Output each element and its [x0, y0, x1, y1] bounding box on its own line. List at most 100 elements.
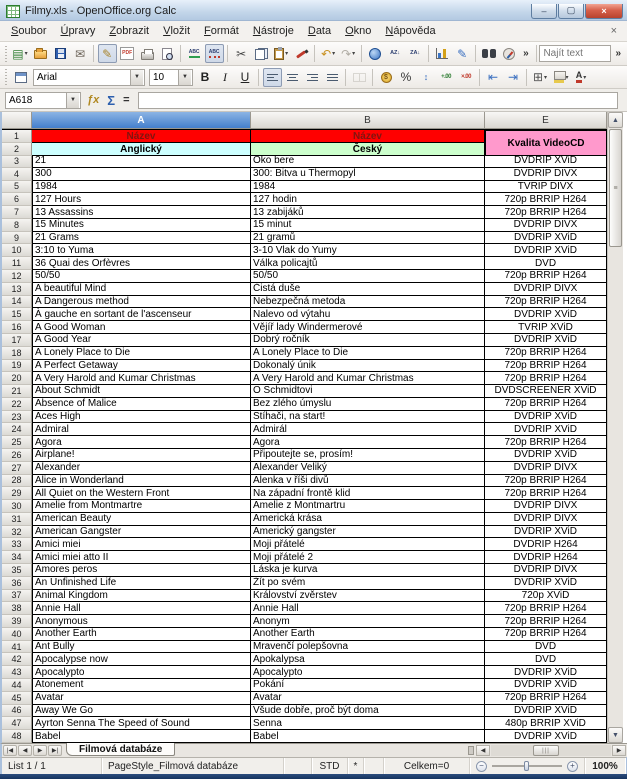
- cell-title-cz[interactable]: 127 hodin: [251, 193, 485, 207]
- horizontal-scrollbar-track[interactable]: |||: [491, 745, 611, 756]
- row-header[interactable]: 16: [2, 321, 32, 334]
- menu-item-vlozit[interactable]: Vložit: [163, 25, 191, 37]
- cell-title-cz[interactable]: Admirál: [251, 423, 485, 437]
- cell-title-en[interactable]: A Lonely Place to Die: [32, 346, 251, 360]
- cell-title-cz[interactable]: Království zvěrstev: [251, 589, 485, 603]
- cell-title-cz[interactable]: Nebezpečná metoda: [251, 295, 485, 309]
- cut-button[interactable]: ✂: [232, 44, 251, 63]
- chevron-down-icon[interactable]: ▾: [544, 74, 548, 81]
- menu-item-format[interactable]: Formát: [204, 25, 239, 37]
- cell-quality[interactable]: 720p BRRIP H264: [485, 295, 607, 309]
- cell-title-en[interactable]: Apocalypse now: [32, 653, 251, 667]
- cell-quality[interactable]: 720p BRRIP H264: [485, 691, 607, 705]
- menu-item-data[interactable]: Data: [307, 25, 332, 37]
- vertical-scrollbar[interactable]: ▲ ≡ ▼: [607, 112, 623, 743]
- column-header-a[interactable]: A: [32, 112, 251, 129]
- cell-title-en[interactable]: Alice in Wonderland: [32, 474, 251, 488]
- cell-title-en[interactable]: Anonymous: [32, 615, 251, 628]
- cell-quality[interactable]: DVDRIP XViD: [485, 704, 607, 718]
- row-header[interactable]: 22: [2, 397, 32, 411]
- sort-descending-button[interactable]: ZA↓: [406, 44, 425, 63]
- cell-quality[interactable]: 720p BRRIP H264: [485, 627, 607, 641]
- row-header[interactable]: 11: [2, 257, 32, 271]
- cell-title-en[interactable]: 21 Grams: [32, 231, 251, 245]
- header-cell-kvalita[interactable]: Kvalita VideoCD: [485, 130, 607, 156]
- zoom-percent[interactable]: 100%: [585, 758, 625, 774]
- copy-button[interactable]: [252, 44, 271, 63]
- row-header[interactable]: 41: [2, 640, 32, 654]
- row-header[interactable]: 14: [2, 295, 32, 309]
- cell-title-en[interactable]: Admiral: [32, 423, 251, 437]
- horizontal-splitter[interactable]: [468, 746, 474, 755]
- paste-button[interactable]: ▾: [272, 44, 291, 63]
- background-color-button[interactable]: ▾: [551, 68, 571, 87]
- cell-title-cz[interactable]: 300: Bitva u Thermopyl: [251, 167, 485, 181]
- cell-title-cz[interactable]: Americká krása: [251, 512, 485, 526]
- row-header[interactable]: 48: [2, 730, 32, 743]
- cell-quality[interactable]: DVDRIP DIVX: [485, 564, 607, 577]
- cell-title-en[interactable]: Airplane!: [32, 448, 251, 462]
- row-header[interactable]: 9: [2, 231, 32, 245]
- formula-input[interactable]: [137, 91, 618, 109]
- minimize-button[interactable]: –: [531, 3, 557, 19]
- cell-title-cz[interactable]: 13 zabijáků: [251, 206, 485, 219]
- align-right-button[interactable]: [303, 68, 322, 87]
- export-pdf-button[interactable]: PDF: [118, 44, 137, 63]
- email-button[interactable]: ✉: [71, 44, 90, 63]
- cell-quality[interactable]: DVDRIP XViD: [485, 525, 607, 539]
- cell-title-en[interactable]: Amelie from Montmartre: [32, 500, 251, 513]
- cell-quality[interactable]: 720p BRRIP H264: [485, 602, 607, 616]
- undo-button[interactable]: ↶ ▾: [319, 44, 338, 63]
- maximize-button[interactable]: ▢: [558, 3, 584, 19]
- cell-title-cz[interactable]: Senna: [251, 717, 485, 731]
- cell-title-en[interactable]: All Quiet on the Western Front: [32, 487, 251, 501]
- cell-title-cz[interactable]: Agora: [251, 436, 485, 449]
- cell-title-en[interactable]: An Unfinished Life: [32, 576, 251, 590]
- row-header[interactable]: 33: [2, 538, 32, 552]
- cell-quality[interactable]: DVDRIP XViD: [485, 244, 607, 258]
- vertical-scrollbar-track[interactable]: [608, 248, 623, 727]
- row-header[interactable]: 1: [2, 130, 32, 143]
- cell-quality[interactable]: DVDRIP DIVX: [485, 461, 607, 475]
- scroll-left-icon[interactable]: ◀: [476, 745, 490, 756]
- row-header[interactable]: 42: [2, 653, 32, 667]
- cell-quality[interactable]: DVDRIP XViD: [485, 333, 607, 347]
- hyperlink-button[interactable]: [366, 44, 385, 63]
- cell-quality[interactable]: DVDRIP DIVX: [485, 500, 607, 513]
- row-header[interactable]: 25: [2, 436, 32, 449]
- cell-title-cz[interactable]: 50/50: [251, 270, 485, 283]
- cell-quality[interactable]: DVDRIP XViD: [485, 423, 607, 437]
- cell-title-en[interactable]: Another Earth: [32, 627, 251, 641]
- chevron-down-icon[interactable]: ▾: [285, 51, 289, 57]
- row-header[interactable]: 12: [2, 270, 32, 283]
- header-cell-nazev-en[interactable]: Název: [32, 130, 251, 143]
- cell-title-cz[interactable]: Láska je kurva: [251, 564, 485, 577]
- chart-button[interactable]: [433, 44, 452, 63]
- redo-button[interactable]: ↷ ▾: [339, 44, 358, 63]
- cell-quality[interactable]: 720p BRRIP H264: [485, 397, 607, 411]
- cell-title-en[interactable]: Animal Kingdom: [32, 589, 251, 603]
- save-button[interactable]: [51, 44, 70, 63]
- cell-title-en[interactable]: A Good Woman: [32, 321, 251, 334]
- cell-title-en[interactable]: 15 Minutes: [32, 218, 251, 232]
- chevron-down-icon[interactable]: ▼: [66, 92, 79, 108]
- cell-title-cz[interactable]: Vějíř lady Windermerové: [251, 321, 485, 334]
- cell-title-cz[interactable]: Oko bere: [251, 155, 485, 168]
- column-header-b[interactable]: B: [251, 112, 485, 129]
- align-left-button[interactable]: [262, 67, 282, 87]
- row-header[interactable]: 43: [2, 666, 32, 680]
- cell-title-en[interactable]: About Schmidt: [32, 385, 251, 398]
- scroll-down-icon[interactable]: ▼: [608, 727, 623, 743]
- chevron-down-icon[interactable]: ▾: [565, 74, 569, 81]
- cell-title-cz[interactable]: Apocalypto: [251, 666, 485, 680]
- cell-title-cz[interactable]: Žít po svém: [251, 576, 485, 590]
- column-header-e[interactable]: E: [485, 112, 607, 129]
- row-header[interactable]: 26: [2, 448, 32, 462]
- row-header[interactable]: 20: [2, 372, 32, 386]
- cell-title-en[interactable]: 127 Hours: [32, 193, 251, 207]
- cell-title-cz[interactable]: 15 minut: [251, 218, 485, 232]
- cell-quality[interactable]: DVDRIP XViD: [485, 730, 607, 743]
- sort-ascending-button[interactable]: AZ↓: [386, 44, 405, 63]
- page-preview-button[interactable]: [158, 44, 177, 63]
- cell-title-cz[interactable]: Anonym: [251, 615, 485, 628]
